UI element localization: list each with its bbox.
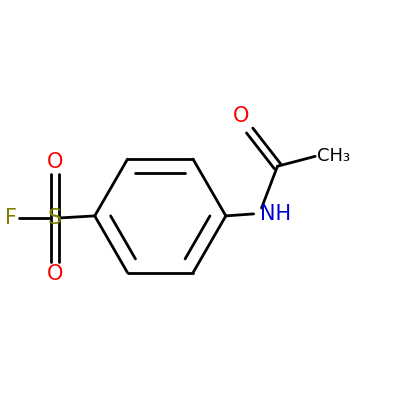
Text: F: F bbox=[5, 208, 17, 228]
Text: NH: NH bbox=[260, 204, 291, 224]
Text: O: O bbox=[47, 264, 63, 284]
Text: O: O bbox=[47, 152, 63, 172]
Text: CH₃: CH₃ bbox=[317, 147, 350, 165]
Text: O: O bbox=[233, 106, 249, 126]
Text: S: S bbox=[48, 208, 62, 228]
